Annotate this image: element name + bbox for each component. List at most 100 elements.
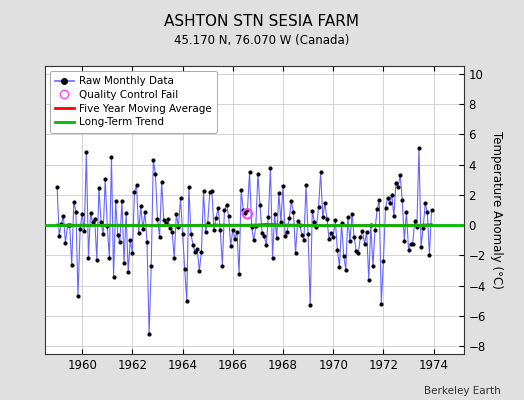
Point	[107, 154, 116, 160]
Point	[314, 204, 323, 210]
Point	[291, 250, 300, 256]
Point	[63, 222, 72, 228]
Point	[407, 240, 415, 247]
Point	[335, 264, 344, 270]
Point	[191, 249, 199, 256]
Point	[243, 210, 252, 217]
Point	[55, 232, 63, 239]
Point	[174, 224, 182, 230]
Point	[415, 145, 423, 151]
Point	[375, 197, 384, 204]
Point	[160, 216, 168, 223]
Point	[189, 242, 197, 248]
Point	[377, 301, 386, 307]
Point	[239, 207, 247, 213]
Point	[419, 225, 428, 231]
Point	[400, 238, 409, 244]
Point	[133, 182, 141, 188]
Point	[268, 255, 277, 261]
Point	[304, 231, 312, 237]
Point	[428, 207, 436, 213]
Point	[308, 208, 316, 214]
Point	[176, 195, 184, 201]
Point	[413, 224, 421, 230]
Point	[193, 246, 201, 252]
Point	[180, 265, 189, 272]
Point	[197, 249, 205, 255]
Point	[170, 254, 179, 261]
Point	[243, 206, 252, 213]
Point	[409, 240, 417, 247]
Point	[405, 246, 413, 253]
Point	[172, 210, 180, 217]
Point	[340, 252, 348, 259]
Text: 45.170 N, 76.070 W (Canada): 45.170 N, 76.070 W (Canada)	[174, 34, 350, 47]
Point	[143, 239, 151, 246]
Point	[293, 218, 302, 224]
Point	[296, 222, 304, 228]
Point	[319, 214, 327, 220]
Point	[425, 252, 434, 258]
Point	[128, 249, 137, 256]
Point	[149, 157, 158, 163]
Point	[70, 199, 78, 205]
Point	[386, 200, 394, 206]
Point	[312, 224, 321, 230]
Point	[114, 232, 122, 238]
Point	[61, 240, 70, 246]
Point	[289, 209, 298, 216]
Point	[354, 250, 363, 257]
Point	[365, 276, 373, 283]
Point	[388, 192, 396, 198]
Point	[162, 220, 170, 226]
Point	[379, 257, 388, 264]
Point	[135, 230, 143, 236]
Point	[78, 210, 86, 217]
Point	[249, 237, 258, 244]
Point	[228, 226, 237, 233]
Point	[147, 263, 156, 269]
Point	[266, 164, 275, 171]
Point	[126, 237, 135, 244]
Point	[99, 231, 107, 237]
Point	[184, 183, 193, 190]
Point	[112, 198, 120, 204]
Point	[411, 218, 419, 224]
Point	[270, 211, 279, 217]
Point	[116, 239, 124, 245]
Point	[124, 269, 133, 275]
Point	[231, 235, 239, 242]
Point	[306, 302, 314, 309]
Point	[252, 223, 260, 230]
Point	[93, 257, 101, 263]
Point	[156, 234, 164, 240]
Text: ASHTON STN SESIA FARM: ASHTON STN SESIA FARM	[165, 14, 359, 29]
Point	[235, 270, 243, 277]
Point	[346, 238, 354, 244]
Point	[302, 182, 310, 189]
Text: Berkeley Earth: Berkeley Earth	[424, 386, 500, 396]
Point	[97, 218, 105, 225]
Point	[178, 230, 187, 237]
Point	[57, 221, 66, 228]
Point	[402, 209, 411, 215]
Point	[369, 263, 377, 269]
Point	[101, 176, 110, 182]
Point	[258, 230, 266, 236]
Point	[321, 200, 329, 206]
Point	[371, 226, 379, 233]
Point	[396, 172, 405, 178]
Point	[277, 218, 285, 225]
Point	[224, 212, 233, 219]
Point	[358, 228, 367, 234]
Point	[247, 224, 256, 230]
Point	[361, 241, 369, 247]
Point	[298, 232, 306, 238]
Point	[384, 194, 392, 201]
Point	[316, 169, 325, 175]
Point	[363, 228, 371, 235]
Point	[95, 184, 103, 191]
Point	[118, 198, 126, 204]
Point	[72, 208, 80, 215]
Point	[205, 189, 214, 196]
